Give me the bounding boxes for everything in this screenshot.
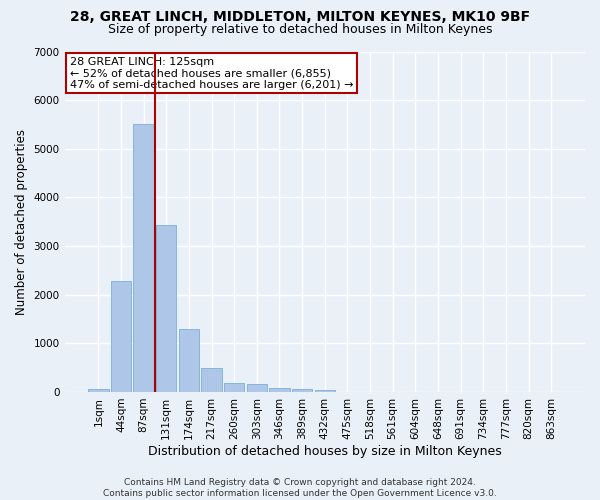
Bar bbox=[156, 225, 176, 392]
Bar bbox=[179, 328, 199, 392]
Bar bbox=[247, 384, 267, 392]
Text: Size of property relative to detached houses in Milton Keynes: Size of property relative to detached ho… bbox=[108, 22, 492, 36]
Bar bbox=[224, 383, 244, 392]
Bar bbox=[88, 388, 109, 392]
Text: 28 GREAT LINCH: 125sqm
← 52% of detached houses are smaller (6,855)
47% of semi-: 28 GREAT LINCH: 125sqm ← 52% of detached… bbox=[70, 56, 353, 90]
Bar bbox=[133, 124, 154, 392]
Y-axis label: Number of detached properties: Number of detached properties bbox=[15, 128, 28, 314]
Bar bbox=[269, 388, 290, 392]
Bar bbox=[111, 281, 131, 392]
Bar bbox=[292, 390, 313, 392]
X-axis label: Distribution of detached houses by size in Milton Keynes: Distribution of detached houses by size … bbox=[148, 444, 502, 458]
Bar bbox=[314, 390, 335, 392]
Text: Contains HM Land Registry data © Crown copyright and database right 2024.
Contai: Contains HM Land Registry data © Crown c… bbox=[103, 478, 497, 498]
Bar bbox=[202, 368, 222, 392]
Text: 28, GREAT LINCH, MIDDLETON, MILTON KEYNES, MK10 9BF: 28, GREAT LINCH, MIDDLETON, MILTON KEYNE… bbox=[70, 10, 530, 24]
